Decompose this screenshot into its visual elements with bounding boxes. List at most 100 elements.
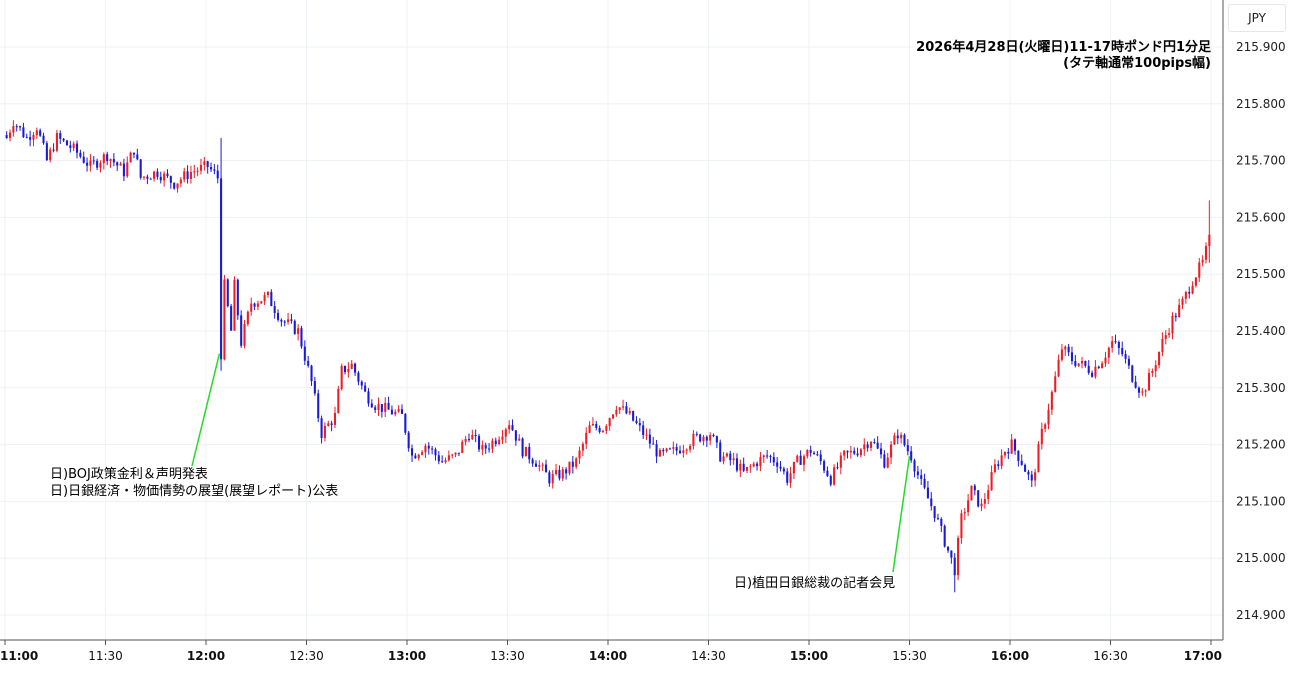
candle-body [682, 450, 685, 454]
annotation-text: 日)日銀経済・物価情勢の展望(展望レポート)公表 [50, 483, 338, 499]
candle-body [622, 406, 625, 408]
candle-body [508, 425, 511, 430]
candle-body [722, 456, 725, 462]
candle-body [1017, 450, 1020, 461]
candle-body [290, 319, 293, 321]
time-tick-label: 16:30 [1093, 649, 1128, 663]
candle-body [957, 538, 960, 576]
candle-body [467, 438, 471, 440]
candle-body [521, 438, 524, 457]
candle-body [923, 478, 926, 488]
candle-body [407, 432, 410, 449]
candle-body [166, 173, 169, 177]
candle-body [1204, 246, 1208, 260]
candle-body [518, 438, 521, 441]
candle-body [431, 448, 434, 450]
annotation-leader-line [191, 353, 221, 467]
price-tick-label: 215.400 [1236, 324, 1286, 338]
candle-body [250, 303, 253, 312]
candle-body [159, 176, 162, 181]
candle-body [789, 473, 792, 483]
candle-body [538, 465, 541, 467]
candle-body [327, 423, 330, 426]
candle-body [900, 434, 903, 439]
candle-body [967, 500, 970, 513]
candle-body [879, 448, 883, 455]
candle-body [756, 463, 759, 467]
candle-body [32, 135, 35, 140]
candle-body [1044, 424, 1047, 429]
candle-body [343, 365, 347, 373]
candle-body [233, 279, 236, 331]
candle-body [1040, 428, 1043, 445]
candle-body [685, 449, 688, 451]
candle-body [692, 433, 695, 446]
candle-body [434, 449, 437, 456]
price-tick-label: 215.700 [1236, 154, 1286, 168]
candle-body [705, 436, 708, 441]
candle-body [283, 321, 286, 323]
candle-body [276, 312, 280, 320]
candle-body [263, 295, 266, 302]
candle-body [1037, 444, 1040, 473]
candle-body [193, 171, 196, 173]
candle-body [920, 475, 923, 479]
candle-body [246, 311, 249, 325]
price-tick-label: 215.900 [1236, 40, 1286, 54]
candle-body [287, 319, 290, 323]
candle-body [370, 403, 373, 408]
candle-body [122, 163, 125, 177]
candle-body [109, 159, 112, 162]
candle-body [1107, 347, 1110, 358]
candle-body [266, 291, 270, 296]
candle-body [819, 454, 822, 462]
price-tick-label: 214.900 [1236, 608, 1286, 622]
candle-body [544, 464, 548, 473]
candle-body [22, 127, 25, 137]
candle-body [876, 442, 879, 449]
candle-body [632, 411, 635, 421]
candle-body [451, 454, 454, 456]
candle-body [749, 466, 752, 468]
candle-body [347, 368, 350, 373]
price-tick-label: 215.800 [1236, 97, 1286, 111]
candle-body [689, 445, 692, 450]
candle-body [635, 420, 638, 424]
candle-body [1161, 338, 1164, 353]
candle-body [709, 435, 712, 441]
candle-body [869, 442, 873, 448]
candle-body [558, 469, 561, 479]
candle-body [896, 435, 899, 439]
candle-body [454, 452, 457, 455]
candle-body [374, 407, 377, 410]
price-tick-label: 215.200 [1236, 438, 1286, 452]
candle-body [638, 423, 641, 426]
candle-body [129, 152, 132, 163]
candle-body [96, 160, 99, 168]
candle-body [1074, 361, 1077, 366]
candle-body [943, 525, 946, 547]
candle-body [444, 460, 447, 463]
candle-body [474, 434, 477, 436]
candle-body [25, 136, 28, 138]
candle-body [179, 179, 182, 184]
price-tick-labels: 215.900 215.800 215.700 215.600 215.500 215.4… [1236, 40, 1286, 622]
candle-body [812, 452, 816, 455]
candle-body [1020, 460, 1023, 465]
candle-body [119, 163, 122, 166]
candle-body [223, 279, 226, 360]
candle-body [186, 171, 189, 179]
candle-body [839, 455, 842, 468]
candle-body [1091, 372, 1094, 377]
candle-body [142, 176, 146, 178]
candle-body [196, 170, 199, 172]
candle-body [1104, 357, 1107, 364]
candle-body [1010, 439, 1013, 454]
candle-body [12, 126, 15, 133]
currency-label[interactable]: JPY [1228, 4, 1286, 32]
candle-body [1094, 366, 1097, 377]
candle-body [55, 133, 58, 151]
candle-body [414, 455, 417, 459]
candle-body [69, 145, 72, 149]
candle-body [491, 440, 494, 449]
